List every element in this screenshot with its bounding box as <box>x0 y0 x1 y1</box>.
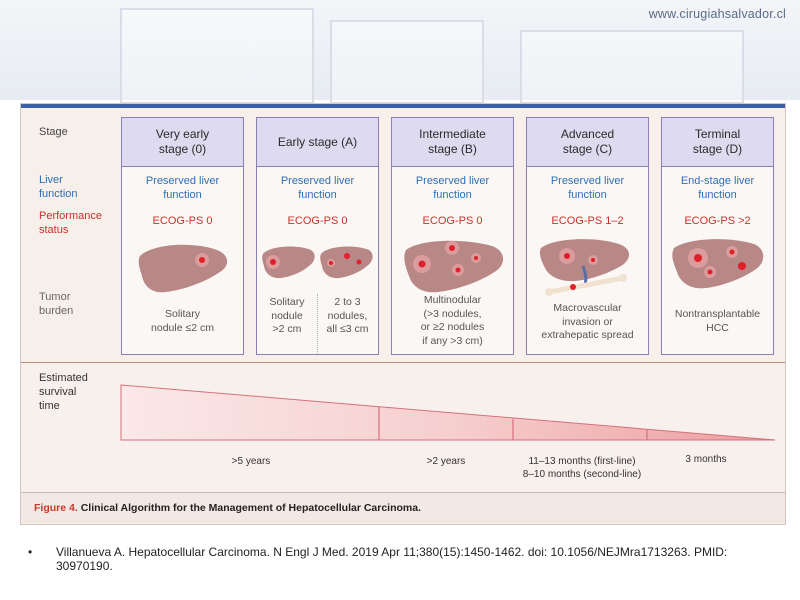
liver-function-text: End-stage liver function <box>680 175 755 201</box>
ecog-status: ECOG-PS 1–2 <box>551 215 624 227</box>
liver-function-text: Preserved liver function <box>280 175 355 201</box>
figure-caption: Figure 4. Clinical Algorithm for the Man… <box>21 492 785 523</box>
tumor-burden-text: Multinodular (>3 nodules, or ≥2 nodules if … <box>420 294 485 347</box>
tumor-burden-text-multiple: 2 to 3 nodules, all ≤3 cm <box>326 296 369 335</box>
survival-label: Estimated survival time <box>39 372 88 412</box>
column-subdivider <box>317 294 318 354</box>
tumor-core-icon <box>738 262 746 270</box>
survival-time-intermediate: >2 years <box>426 456 466 467</box>
stage-title: Early stage (A) <box>257 118 378 167</box>
row-label-performance-status: Performance status <box>39 210 102 236</box>
tumor-core-icon <box>474 256 478 260</box>
tumor-core-icon <box>418 260 426 268</box>
stage-title: Advanced stage (C) <box>527 118 648 167</box>
figure-number: Figure 4. <box>34 502 78 514</box>
stage-title: Terminal stage (D) <box>662 118 773 167</box>
tumor-core-icon <box>329 261 333 265</box>
background-decoration <box>520 30 744 104</box>
liver-illustration <box>122 236 243 298</box>
tumor-core-icon <box>591 258 595 262</box>
stage-title: Very early stage (0) <box>122 118 243 167</box>
liver-illustration <box>527 236 648 298</box>
stage-title: Intermediate stage (B) <box>392 118 513 167</box>
liver-illustration <box>257 236 378 298</box>
figure-top-strip <box>21 104 785 108</box>
stage-column-early: Early stage (A) Preserved liver function … <box>256 117 379 355</box>
website-url: www.cirugiahsalvador.cl <box>648 7 786 21</box>
row-label-stage: Stage <box>39 126 68 138</box>
row-label-tumor-burden: Tumor burden <box>39 291 74 317</box>
liver-illustration <box>662 236 773 298</box>
slide-background-header <box>0 0 800 100</box>
tumor-core-icon <box>449 245 455 251</box>
liver-function-text: Preserved liver function <box>145 175 220 201</box>
survival-wedge-chart <box>120 384 776 441</box>
tumor-core-icon <box>707 269 713 275</box>
citation-text: Villanueva A. Hepatocellular Carcinoma. … <box>56 545 728 573</box>
tumor-core-icon <box>729 249 735 255</box>
tumor-burden-text: Macrovascular invasion or extrahepatic spr… <box>541 302 634 341</box>
survival-time-advanced: 11–13 months (first-line) 8–10 months (se… <box>522 456 642 480</box>
ecog-status: ECOG-PS 0 <box>287 215 348 227</box>
figure-title: Clinical Algorithm for the Management of… <box>80 502 422 514</box>
tumor-core-icon <box>344 253 350 259</box>
tumor-burden-text: Solitary nodule ≤2 cm <box>151 308 214 334</box>
background-decoration <box>330 20 484 104</box>
survival-wedge <box>120 384 776 441</box>
row-label-liver-function: Liver function <box>39 174 78 200</box>
tumor-burden-text-solitary: Solitary nodule >2 cm <box>269 296 305 335</box>
bone-metastasis-icon <box>570 284 576 290</box>
ecog-status: ECOG-PS 0 <box>422 215 483 227</box>
liver-function-text: Preserved liver function <box>550 175 625 201</box>
stage-column-terminal: Terminal stage (D) End-stage liver functio… <box>661 117 774 355</box>
figure-panel: Stage Liver function Performance status Tu… <box>20 103 786 525</box>
tumor-core-icon <box>455 267 461 273</box>
tumor-core-icon <box>564 253 570 259</box>
tumor-core-icon <box>270 259 276 265</box>
bone-icon <box>546 275 626 295</box>
liver-illustration <box>392 236 513 298</box>
liver-function-text: Preserved liver function <box>415 175 490 201</box>
tumor-core-icon <box>694 254 702 262</box>
slide-background-footer <box>0 525 800 600</box>
tumor-core-icon <box>199 257 205 263</box>
ecog-status: ECOG-PS 0 <box>152 215 213 227</box>
bullet-icon: • <box>28 545 33 559</box>
caption-text: Figure 4. Clinical Algorithm for the Man… <box>34 502 421 514</box>
survival-section: Estimated survival time >5 years >2 years … <box>21 362 785 491</box>
stage-column-intermediate: Intermediate stage (B) Preserved liver fun… <box>391 117 514 355</box>
tumor-burden-text: Nontransplantable HCC <box>674 308 761 334</box>
tumor-core-icon <box>356 259 362 265</box>
survival-time-very-early: >5 years <box>231 456 271 467</box>
survival-time-terminal: 3 months <box>685 454 727 465</box>
stage-column-very-early: Very early stage (0) Preserved liver funct… <box>121 117 244 355</box>
background-decoration <box>120 8 314 104</box>
stage-column-advanced: Advanced stage (C) Preserved liver functio… <box>526 117 649 355</box>
ecog-status: ECOG-PS >2 <box>684 215 751 227</box>
